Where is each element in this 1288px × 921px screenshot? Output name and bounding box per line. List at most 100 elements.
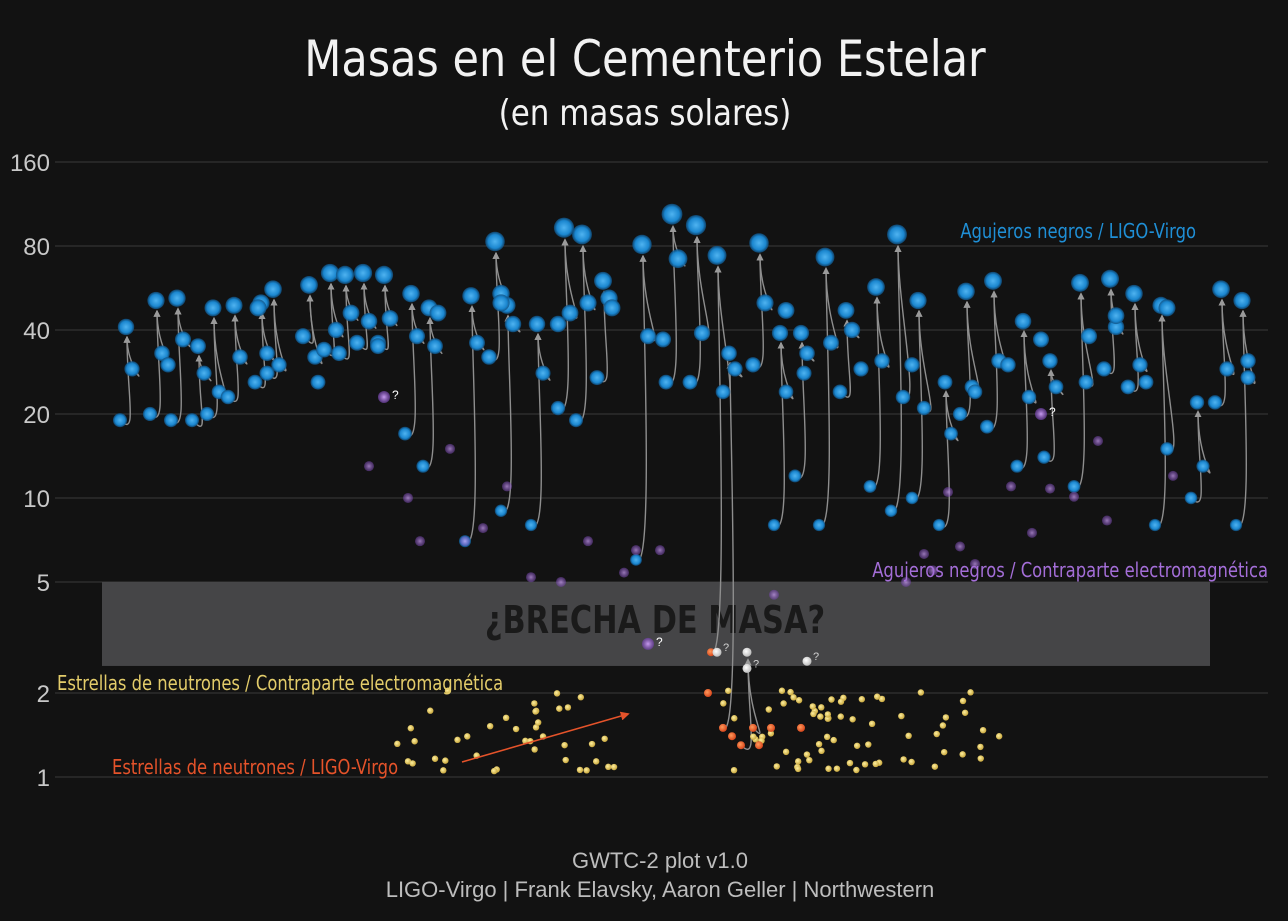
merger-primary-point [1078, 374, 1094, 390]
merger-secondary-point [1037, 450, 1051, 464]
mass-gap-band: ¿BRECHA DE MASA? [102, 581, 1210, 666]
merger-remnant-point [742, 647, 752, 657]
ns-em-point [824, 711, 832, 718]
ns-em-point [730, 766, 738, 774]
bh-ligo-point [492, 294, 510, 312]
bh-ligo-point [1000, 357, 1016, 373]
merger-primary-point [579, 294, 597, 312]
footer-credits: LIGO-Virgo | Frank Elavsky, Aaron Geller… [386, 877, 935, 902]
bh-ligo-point [967, 384, 983, 400]
bh-em-point [502, 481, 512, 492]
ns-em-point [592, 758, 600, 765]
ns-em-point [878, 695, 886, 703]
ns-em-point [942, 714, 950, 721]
merger-remnant-point [632, 234, 652, 255]
uncertain-marker: ? [753, 658, 759, 670]
ns-em-point [905, 732, 912, 740]
bh-em-point [556, 576, 566, 587]
merger-arrow-b [752, 253, 765, 369]
ns-em-point [872, 760, 879, 768]
bh-em-point [928, 565, 938, 576]
merger-primary-point [124, 361, 140, 377]
footer-version: GWTC-2 plot v1.0 [572, 848, 748, 873]
merger-secondary-point [658, 374, 674, 390]
ns-em-point [512, 725, 520, 733]
merger-arrow-b [464, 305, 477, 543]
gap-object-point [742, 663, 752, 673]
uncertain-marker: ? [656, 635, 663, 649]
merger-remnant-point [1212, 280, 1230, 299]
bh-em-point [1006, 481, 1016, 492]
merger-secondary-point [142, 406, 158, 422]
merger-remnant-point [320, 263, 340, 283]
bh-em-point [378, 391, 390, 404]
ns-ligo-point [797, 723, 805, 732]
ns-em-point [823, 733, 831, 741]
merger-primary-point [1160, 442, 1174, 456]
merger-primary-point [843, 321, 861, 339]
merger-primary-point [668, 249, 688, 269]
merger-primary-point [1219, 361, 1235, 377]
merger-primary-point [799, 345, 815, 362]
merger-remnant-point [1071, 273, 1089, 292]
data-points: ?????? [112, 203, 1256, 775]
merger-secondary-point [524, 518, 538, 532]
ns-em-point [583, 767, 590, 774]
ns-em-point [444, 687, 452, 694]
ns-em-point [750, 733, 757, 740]
merger-remnant-point [204, 299, 222, 317]
merger-remnant-point [147, 291, 165, 310]
ns-em-point [959, 697, 967, 705]
merger-remnant-point [225, 296, 243, 314]
merger-primary-point [1048, 379, 1064, 395]
merger-remnant-point [594, 271, 612, 290]
ns-em-point [765, 706, 772, 713]
ytick-label-5: 5 [37, 570, 50, 597]
ns-em-point [491, 767, 498, 775]
merger-secondary-point [294, 328, 312, 345]
merger-primary-point [381, 310, 399, 327]
merger-secondary-point [1229, 518, 1243, 532]
merger-secondary-point [905, 491, 919, 505]
ns-em-point [818, 704, 825, 711]
merger-remnant-point [335, 265, 355, 285]
bh-em-point [943, 487, 953, 498]
ytick-label-20: 20 [23, 402, 50, 429]
bh-em-point [619, 567, 629, 578]
merger-remnant-point [721, 345, 737, 362]
bh-ligo-point [654, 331, 672, 348]
ns-em-point [773, 763, 780, 770]
ns-em-point [610, 763, 618, 771]
ns-em-point [795, 697, 803, 704]
bh-em-point [631, 545, 641, 556]
merger-primary-point [535, 365, 551, 381]
bh-ligo-point [1107, 307, 1125, 325]
merger-secondary-point [331, 345, 347, 362]
merger-primary-point [196, 365, 212, 381]
ns-em-point [767, 730, 775, 737]
ns-em-point [825, 765, 832, 772]
merger-remnant-point [1100, 269, 1120, 288]
ns-em-point [849, 716, 856, 723]
ns-em-point [977, 755, 984, 762]
ns-em-point [837, 713, 844, 720]
merger-primary-point [561, 304, 579, 322]
merger-secondary-point [788, 469, 802, 483]
merger-arrow-b [689, 235, 702, 385]
merger-secondary-point [349, 334, 365, 351]
bh-em-point [1093, 436, 1103, 446]
ns-em-point [898, 712, 905, 720]
bh-em-point [415, 536, 425, 547]
bh-em-point [970, 558, 980, 569]
merger-remnant-point [1189, 395, 1205, 410]
merger-secondary-point [832, 384, 848, 400]
bh-em-point [1102, 515, 1112, 526]
bh-ligo-point [1240, 353, 1256, 369]
merger-remnant-point [937, 374, 953, 390]
merger-remnant-point [528, 315, 546, 333]
merger-remnant-point [1125, 284, 1143, 303]
ns-ligo-point [755, 741, 763, 750]
ns-em-point [865, 741, 872, 748]
ns-em-point [725, 687, 732, 694]
merger-remnant-point [867, 278, 885, 296]
